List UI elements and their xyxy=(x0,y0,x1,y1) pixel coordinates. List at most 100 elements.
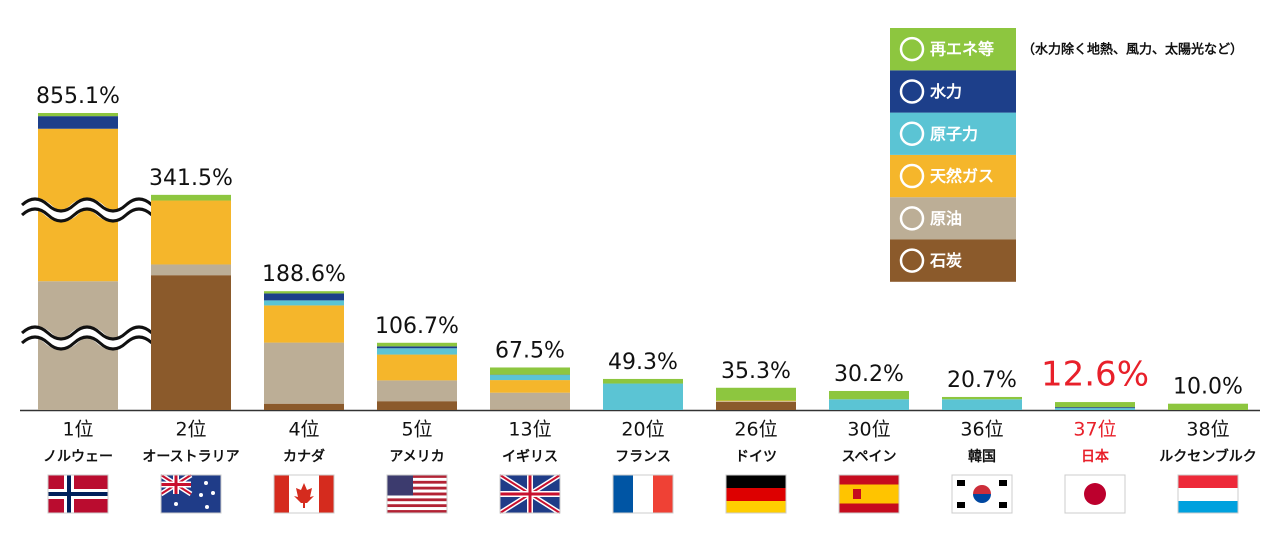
bar-segment xyxy=(377,380,457,402)
flag-part xyxy=(387,501,447,505)
flag-part xyxy=(387,507,447,511)
bar-segment xyxy=(377,354,457,381)
flag-part xyxy=(387,498,447,502)
flag-part xyxy=(839,484,899,504)
flag-border xyxy=(1064,474,1126,514)
flag-part xyxy=(726,501,786,513)
rank-label: 20位 xyxy=(621,419,664,441)
bar-segment xyxy=(151,200,231,265)
legend-label: 天然ガス xyxy=(930,167,994,186)
rank-label: 13位 xyxy=(508,419,551,441)
flag-part xyxy=(205,505,209,509)
legend-icon xyxy=(899,121,925,146)
flag-part xyxy=(387,475,413,496)
bar-segment xyxy=(151,264,231,276)
bar-segment xyxy=(151,194,231,201)
bar-segment xyxy=(829,399,909,410)
flag-part xyxy=(199,493,203,497)
total-label: 20.7% xyxy=(947,368,1017,393)
rank-label: 36位 xyxy=(960,419,1003,441)
flag-border xyxy=(725,474,787,514)
flag xyxy=(838,474,900,514)
legend-label: 再エネ等 xyxy=(930,40,994,59)
country-label: ドイツ xyxy=(735,449,777,465)
legend-swatch xyxy=(890,239,1016,282)
rank-label: 5位 xyxy=(401,419,432,441)
total-label: 106.7% xyxy=(375,314,459,339)
rank-label: 1位 xyxy=(62,419,93,441)
country-label: 日本 xyxy=(1081,448,1110,465)
bar-segment xyxy=(377,342,457,347)
rank-label: 37位 xyxy=(1073,419,1116,441)
flag xyxy=(1064,474,1126,514)
bar-segment xyxy=(264,342,344,404)
legend-icon xyxy=(899,163,925,189)
flag xyxy=(498,472,562,516)
bar-segment xyxy=(151,275,231,410)
flag-part xyxy=(1178,488,1238,501)
flag-part xyxy=(319,475,334,513)
flag-border xyxy=(47,474,109,514)
legend-swatch xyxy=(890,70,1016,113)
flag-border xyxy=(612,474,674,514)
axis-break xyxy=(17,198,157,222)
flag-part xyxy=(973,485,991,494)
rank-label: 26位 xyxy=(734,419,777,441)
flag-part xyxy=(387,475,447,478)
flag-part xyxy=(653,475,673,513)
rank-label: 38位 xyxy=(1186,419,1229,441)
legend-swatch xyxy=(890,197,1016,240)
rank-label: 4位 xyxy=(288,419,319,441)
total-label: 12.6% xyxy=(1041,355,1149,395)
flag-part xyxy=(48,492,108,496)
flag xyxy=(951,474,1013,514)
legend-label: 原子力 xyxy=(930,124,978,143)
flag-border xyxy=(160,474,222,514)
legend-label: 原油 xyxy=(930,209,962,228)
bar-segment xyxy=(377,346,457,349)
legend-swatch xyxy=(890,28,1016,71)
flag-part xyxy=(1178,475,1238,488)
bar-segment xyxy=(603,383,683,410)
bar-segment xyxy=(716,387,796,401)
country-label: フランス xyxy=(615,449,671,465)
flag-part xyxy=(853,489,861,499)
flag xyxy=(725,474,787,514)
country-label: アメリカ xyxy=(389,449,444,465)
legend-icon xyxy=(899,248,925,273)
flag-part xyxy=(999,480,1007,486)
total-label: 67.5% xyxy=(495,338,565,363)
legend-icon xyxy=(899,36,925,62)
flag-part xyxy=(957,502,965,508)
legend-swatch xyxy=(890,112,1016,155)
flag xyxy=(273,474,335,514)
flag-border xyxy=(951,474,1013,514)
flag xyxy=(612,474,674,514)
legend-icon xyxy=(899,206,925,231)
bar-segment xyxy=(264,403,344,410)
bar-segment xyxy=(490,367,570,375)
country-label: ルクセンブルク xyxy=(1159,448,1257,465)
flag-part xyxy=(1178,501,1238,513)
flag-part xyxy=(387,489,447,493)
flag-part xyxy=(294,483,314,508)
bar-segment xyxy=(264,293,344,301)
flag-part xyxy=(957,480,965,486)
bar-segment xyxy=(716,401,796,402)
flag-border xyxy=(1177,474,1239,514)
bar-segment xyxy=(1168,403,1248,410)
legend-note: （水力除く地熱、風力、太陽光など） xyxy=(1022,42,1243,58)
flag-part xyxy=(387,480,447,484)
flag-part xyxy=(726,488,786,501)
bar-segment xyxy=(716,400,796,402)
flag-part xyxy=(387,492,447,496)
bar-segment xyxy=(264,300,344,306)
legend-icon xyxy=(899,79,925,104)
flag-part xyxy=(387,486,447,490)
bar-segment xyxy=(38,113,118,117)
axis-break xyxy=(20,197,154,213)
axis-break xyxy=(20,325,154,341)
bar-segment xyxy=(264,291,344,294)
flag-part xyxy=(211,491,215,495)
bar-segment xyxy=(264,305,344,343)
